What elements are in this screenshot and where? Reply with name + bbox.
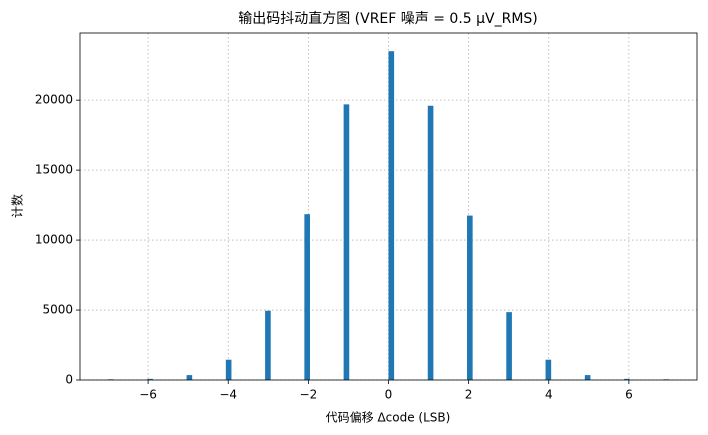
y-tick-label: 20000: [35, 93, 73, 107]
x-tick-label: 6: [625, 388, 633, 402]
x-tick-label: 4: [545, 388, 553, 402]
x-tick-label: −4: [219, 388, 237, 402]
bar: [343, 104, 350, 380]
plot-frame: [79, 32, 698, 381]
bar: [545, 359, 552, 380]
x-tick-label: −6: [139, 388, 157, 402]
y-tick-label: 10000: [35, 233, 73, 247]
bar: [506, 312, 512, 380]
x-axis-label: 代码偏移 Δcode (LSB): [326, 410, 451, 425]
bar: [584, 375, 591, 380]
x-tick-label: −2: [300, 388, 318, 402]
y-tick-label: 0: [65, 373, 73, 387]
chart-title: 输出码抖动直方图 (VREF 噪声 = 0.5 μV_RMS): [238, 10, 538, 27]
bar: [304, 214, 310, 380]
bar: [467, 215, 473, 380]
y-axis-label: 计数: [10, 194, 25, 218]
bar: [186, 375, 193, 380]
x-tick-label: 0: [385, 388, 393, 402]
y-tick-label: 5000: [42, 303, 73, 317]
bar: [624, 378, 630, 380]
bar: [388, 51, 395, 381]
bar: [225, 359, 232, 380]
y-tick-label: 15000: [35, 163, 73, 177]
bar: [427, 105, 434, 381]
bar: [265, 310, 271, 380]
bar: [147, 378, 153, 380]
x-tick-label: 2: [465, 388, 473, 402]
